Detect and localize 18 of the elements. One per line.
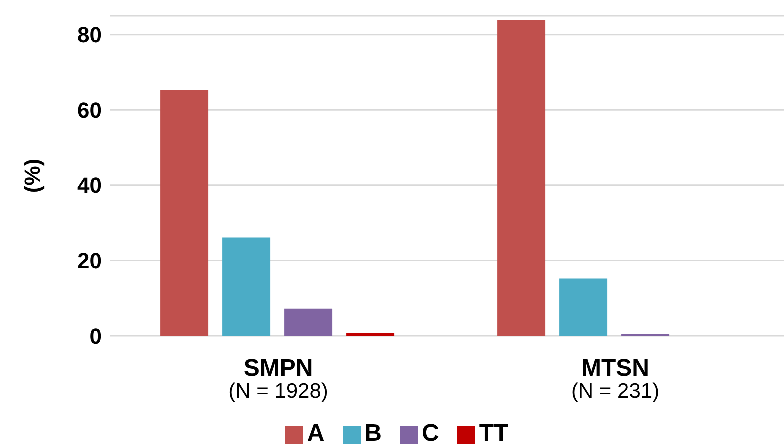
y-tick-label: 0 (90, 324, 102, 349)
legend-label: C (422, 420, 440, 447)
bar (346, 332, 395, 336)
bar (284, 308, 333, 336)
bar (560, 278, 608, 336)
y-axis-title: (%) (20, 158, 45, 194)
legend-label: B (364, 420, 382, 447)
x-tick-label: SMPN (N = 1928) (228, 355, 328, 403)
x-tick-label: MTSN (N = 231) (571, 355, 660, 403)
y-tick-label: 40 (78, 173, 102, 198)
bar (222, 238, 271, 336)
legend-label: A (307, 420, 325, 447)
legend-label: TT (479, 420, 509, 447)
bar (160, 90, 209, 336)
bar (498, 20, 546, 336)
y-tick-label: 60 (78, 98, 102, 123)
y-tick-label: 20 (78, 248, 102, 274)
y-tick-label: 80 (78, 22, 102, 48)
